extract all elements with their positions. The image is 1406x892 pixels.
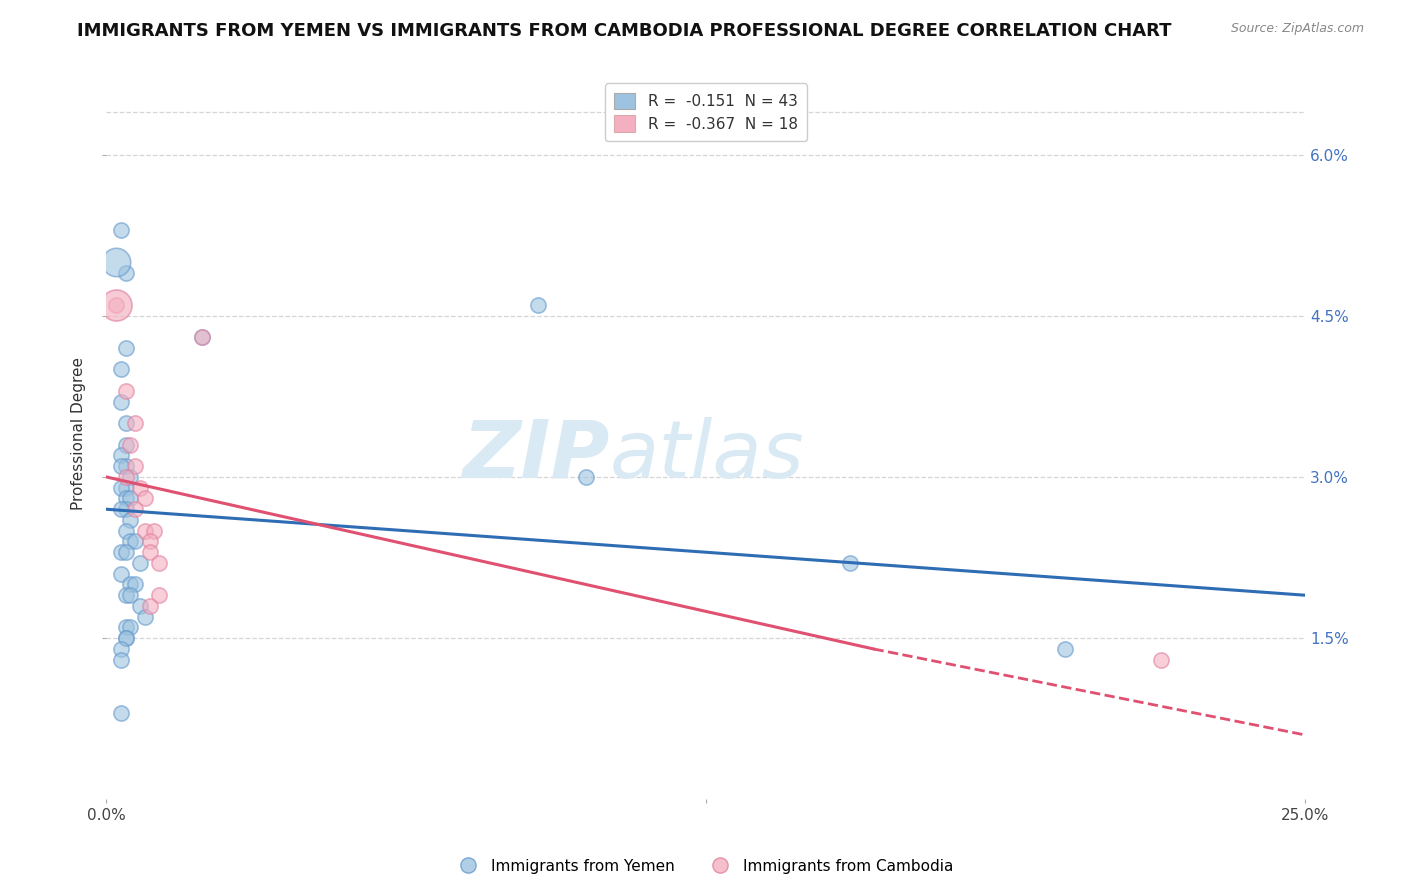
- Point: [124, 416, 146, 430]
- Point: [114, 491, 136, 506]
- Point: [110, 502, 132, 516]
- Point: [110, 481, 132, 495]
- Point: [124, 534, 146, 549]
- Point: [148, 588, 170, 602]
- Point: [191, 330, 214, 344]
- Point: [129, 481, 152, 495]
- Point: [114, 384, 136, 398]
- Point: [148, 556, 170, 570]
- Point: [110, 459, 132, 474]
- Point: [120, 438, 142, 452]
- Point: [114, 459, 136, 474]
- Point: [110, 394, 132, 409]
- Point: [129, 599, 152, 613]
- Point: [527, 298, 550, 312]
- Point: [114, 341, 136, 355]
- Text: IMMIGRANTS FROM YEMEN VS IMMIGRANTS FROM CAMBODIA PROFESSIONAL DEGREE CORRELATIO: IMMIGRANTS FROM YEMEN VS IMMIGRANTS FROM…: [77, 22, 1171, 40]
- Point: [114, 631, 136, 645]
- Point: [120, 620, 142, 634]
- Point: [120, 588, 142, 602]
- Point: [114, 631, 136, 645]
- Point: [114, 481, 136, 495]
- Point: [114, 266, 136, 280]
- Point: [120, 470, 142, 484]
- Point: [110, 566, 132, 581]
- Point: [120, 577, 142, 591]
- Point: [114, 438, 136, 452]
- Point: [138, 599, 160, 613]
- Point: [138, 534, 160, 549]
- Point: [114, 620, 136, 634]
- Point: [114, 416, 136, 430]
- Text: Source: ZipAtlas.com: Source: ZipAtlas.com: [1230, 22, 1364, 36]
- Point: [110, 642, 132, 657]
- Point: [1054, 642, 1077, 657]
- Point: [120, 491, 142, 506]
- Point: [134, 491, 156, 506]
- Point: [110, 362, 132, 376]
- Point: [124, 577, 146, 591]
- Text: atlas: atlas: [610, 417, 804, 495]
- Point: [191, 330, 214, 344]
- Point: [110, 653, 132, 667]
- Point: [1150, 653, 1173, 667]
- Point: [114, 524, 136, 538]
- Point: [110, 449, 132, 463]
- Text: ZIP: ZIP: [463, 417, 610, 495]
- Point: [104, 298, 127, 312]
- Legend: R =  -0.151  N = 43, R =  -0.367  N = 18: R = -0.151 N = 43, R = -0.367 N = 18: [605, 84, 807, 141]
- Point: [110, 706, 132, 721]
- Point: [110, 545, 132, 559]
- Point: [143, 524, 166, 538]
- Point: [110, 223, 132, 237]
- Point: [114, 470, 136, 484]
- Point: [120, 513, 142, 527]
- Point: [104, 298, 127, 312]
- Y-axis label: Professional Degree: Professional Degree: [72, 358, 86, 510]
- Point: [114, 588, 136, 602]
- Point: [129, 556, 152, 570]
- Point: [134, 609, 156, 624]
- Legend: Immigrants from Yemen, Immigrants from Cambodia: Immigrants from Yemen, Immigrants from C…: [446, 853, 960, 880]
- Point: [104, 255, 127, 269]
- Point: [838, 556, 860, 570]
- Point: [124, 502, 146, 516]
- Point: [124, 459, 146, 474]
- Point: [134, 524, 156, 538]
- Point: [575, 470, 598, 484]
- Point: [114, 545, 136, 559]
- Point: [120, 534, 142, 549]
- Point: [138, 545, 160, 559]
- Point: [114, 502, 136, 516]
